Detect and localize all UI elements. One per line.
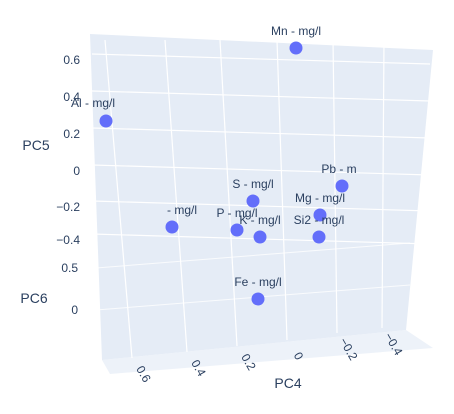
grid-line-pc4 xyxy=(332,39,338,334)
data-point[interactable] xyxy=(165,220,179,234)
data-point[interactable] xyxy=(246,194,260,208)
axis-title-y: PC5 xyxy=(22,137,49,153)
data-point[interactable] xyxy=(230,223,244,237)
tick-label-pc6: 0.5 xyxy=(61,261,78,275)
grid-line-pc5 xyxy=(91,200,431,212)
data-point-label: Al - mg/l xyxy=(71,96,115,110)
tick-label-pc5: −0.4 xyxy=(56,233,80,247)
data-point-label: Mg - mg/l xyxy=(295,191,345,205)
data-point[interactable] xyxy=(312,230,326,244)
grid-line-pc5 xyxy=(91,164,431,176)
grid-line-pc4 xyxy=(276,39,288,341)
data-point-label: Si2 - mg/l xyxy=(294,213,345,227)
grid-line-pc4 xyxy=(104,39,133,359)
tick-label-pc5: 0.6 xyxy=(63,53,80,67)
data-point[interactable] xyxy=(251,292,265,306)
axis-title-z: PC6 xyxy=(20,290,47,306)
axis-titles: PC5 PC6 PC4 xyxy=(20,137,301,391)
tick-label-pc6: 0 xyxy=(71,303,78,317)
tick-label-pc5: 0 xyxy=(73,164,80,178)
data-point-label: Pb - m xyxy=(321,162,356,176)
tick-label-pc5: −0.2 xyxy=(56,200,80,214)
grid-lines xyxy=(91,39,431,359)
data-point-label: P - mg/l xyxy=(216,206,257,220)
data-point[interactable] xyxy=(253,230,267,244)
grid-line-pc5 xyxy=(91,53,431,65)
data-points: Mn - mg/l Al - mg/l Pb - m S - mg/l Mg - mg/… xyxy=(71,24,357,306)
back-wall-pane xyxy=(90,34,433,360)
data-point-label: S - mg/l xyxy=(232,177,273,191)
grid-line-pc5 xyxy=(91,127,431,139)
grid-line-pc4 xyxy=(164,39,188,353)
data-point[interactable] xyxy=(99,114,113,128)
tick-label-pc5: 0.2 xyxy=(63,127,80,141)
data-point[interactable] xyxy=(335,179,349,193)
data-point-label: Mn - mg/l xyxy=(271,24,321,38)
grid-line-pc6 xyxy=(95,242,411,269)
data-point[interactable] xyxy=(313,208,327,222)
data-point-label: Fe - mg/l xyxy=(234,275,281,289)
data-point-label: - mg/l xyxy=(167,203,197,217)
grid-line-pc5 xyxy=(91,90,431,102)
axis-title-x: PC4 xyxy=(274,375,301,391)
data-point-label: K - mg/l xyxy=(239,213,280,227)
grid-line-pc4 xyxy=(381,39,385,329)
tick-label-pc5: 0.4 xyxy=(63,90,80,104)
grid-line-pc4 xyxy=(219,39,238,347)
data-point[interactable] xyxy=(289,41,303,55)
floor-pane xyxy=(102,330,433,374)
